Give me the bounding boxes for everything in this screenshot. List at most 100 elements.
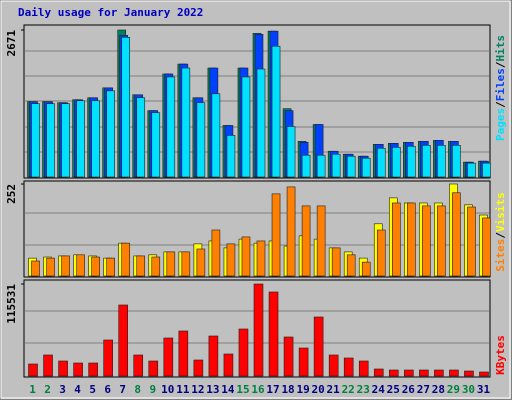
bar — [407, 145, 416, 178]
bar — [253, 283, 264, 377]
bar — [346, 155, 356, 178]
legend-entry: Visits — [494, 192, 507, 232]
bar — [464, 370, 474, 377]
bar — [241, 236, 251, 277]
x-tick-label: 1 — [29, 383, 36, 396]
bar — [271, 193, 281, 277]
bar — [404, 369, 414, 377]
bar — [193, 359, 204, 377]
bar — [482, 162, 491, 178]
x-tick-label: 11 — [176, 383, 190, 396]
bar — [196, 248, 206, 277]
y-tick-label: 252 — [5, 184, 18, 204]
bar — [76, 254, 85, 277]
bar — [91, 256, 100, 277]
bar — [391, 202, 401, 277]
bar — [166, 251, 176, 277]
bar — [121, 242, 131, 277]
y-tick-label: 115531 — [5, 284, 18, 324]
bar — [482, 217, 491, 277]
legend-entry: Files — [494, 68, 507, 101]
bar — [298, 347, 309, 377]
x-tick-label: 6 — [104, 383, 111, 396]
bar — [208, 335, 219, 377]
legend-separator: / — [494, 61, 507, 68]
x-tick-label: 29 — [447, 383, 460, 396]
bar — [268, 291, 279, 377]
bar — [361, 261, 371, 277]
x-tick-label: 28 — [432, 383, 445, 396]
bar — [178, 330, 189, 377]
bar — [118, 304, 129, 377]
x-tick-label: 16 — [251, 383, 265, 396]
bar — [151, 112, 161, 178]
x-tick-label: 9 — [149, 383, 156, 396]
x-tick-label: 5 — [89, 383, 96, 396]
bar — [361, 157, 371, 178]
bar — [58, 360, 68, 377]
x-tick-label: 22 — [342, 383, 355, 396]
bar — [452, 144, 461, 178]
x-tick-label: 23 — [357, 383, 370, 396]
x-tick-label: 21 — [327, 383, 341, 396]
bar — [43, 354, 53, 377]
bar — [467, 162, 476, 178]
chart-title: Daily usage for January 2022 — [18, 6, 203, 19]
bar — [449, 369, 459, 377]
bar — [331, 153, 341, 178]
bar — [391, 146, 401, 178]
x-tick-label: 12 — [191, 383, 204, 396]
bar — [376, 147, 386, 178]
bar — [422, 205, 431, 277]
x-tick-label: 20 — [312, 383, 325, 396]
bar — [31, 103, 40, 178]
x-tick-label: 7 — [119, 383, 126, 396]
legend: KBytes — [494, 335, 507, 375]
bar — [238, 328, 249, 377]
bar — [271, 45, 281, 178]
legend-entry: Hits — [494, 35, 507, 62]
bar — [148, 360, 159, 377]
bar — [376, 229, 386, 277]
bar — [226, 243, 236, 277]
bar — [301, 205, 311, 277]
y-tick-label: 2671 — [5, 30, 18, 57]
bar — [331, 247, 341, 277]
bar — [343, 357, 354, 377]
bar — [106, 90, 115, 178]
bar — [346, 254, 356, 277]
bar — [76, 100, 85, 178]
bar — [133, 354, 144, 377]
bar — [313, 316, 324, 377]
bar — [46, 257, 55, 277]
bar — [316, 205, 326, 277]
bar — [241, 76, 251, 178]
bar — [226, 135, 236, 178]
bar — [181, 251, 191, 277]
x-tick-label: 19 — [296, 383, 309, 396]
x-tick-label: 4 — [74, 383, 81, 396]
legend-entry: KBytes — [494, 335, 507, 375]
legend: Pages/Files/Hits — [494, 35, 507, 141]
x-tick-label: 26 — [402, 383, 416, 396]
bar — [151, 256, 161, 277]
x-tick-label: 24 — [372, 383, 386, 396]
bar — [328, 354, 339, 377]
bar — [28, 363, 38, 377]
bar — [388, 369, 399, 377]
bar — [358, 360, 369, 377]
bar — [103, 339, 113, 377]
x-tick-label: 10 — [161, 383, 174, 396]
bar — [283, 336, 294, 377]
bar — [256, 68, 266, 178]
bar — [211, 229, 221, 277]
bar — [437, 205, 446, 277]
bar — [163, 337, 174, 377]
bar — [286, 186, 296, 277]
bar — [419, 369, 429, 377]
bar — [479, 371, 489, 377]
x-tick-label: 15 — [236, 383, 249, 396]
bar — [437, 144, 446, 178]
bar — [166, 76, 176, 178]
